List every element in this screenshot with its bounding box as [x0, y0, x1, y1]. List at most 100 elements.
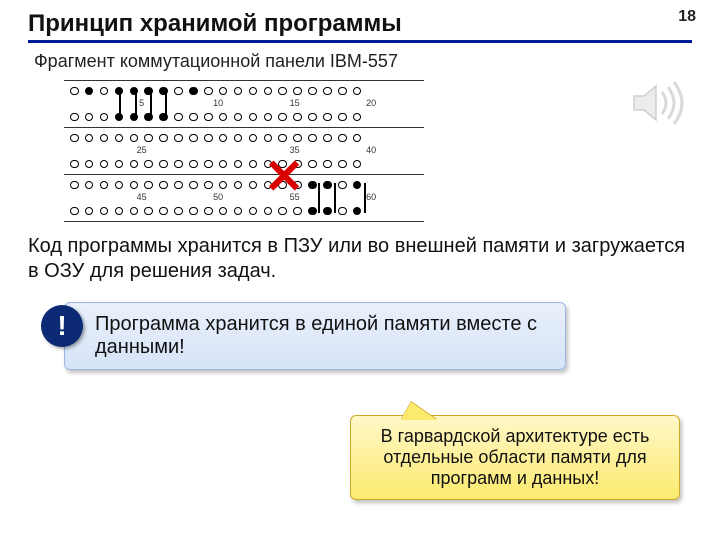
panel-hole — [293, 134, 302, 143]
labels-row: 253540 — [70, 145, 418, 157]
panel-hole — [264, 134, 273, 143]
panel-hole — [115, 134, 124, 143]
panel-hole — [338, 134, 347, 143]
panel-hole — [323, 207, 332, 216]
panel-hole — [204, 160, 213, 169]
panel-hole — [308, 134, 317, 143]
panel-hole — [308, 181, 317, 190]
exclamation-badge: ! — [41, 305, 83, 347]
panel-hole — [70, 207, 79, 216]
panel-hole — [174, 87, 183, 96]
panel-hole — [130, 207, 139, 216]
panel-hole — [204, 181, 213, 190]
panel-hole — [323, 87, 332, 96]
panel-hole — [189, 207, 198, 216]
panel-col-label: 60 — [366, 192, 376, 202]
panel-hole — [234, 113, 243, 122]
patch-wire — [318, 183, 320, 213]
panel-hole — [249, 181, 258, 190]
panel-hole — [308, 160, 317, 169]
panel-hole — [159, 160, 168, 169]
panel-hole — [234, 134, 243, 143]
panel-hole — [219, 113, 228, 122]
panel-hole — [144, 181, 153, 190]
panel-hole — [100, 87, 109, 96]
panel-hole — [353, 207, 362, 216]
title-underline — [28, 40, 692, 43]
panel-hole — [70, 134, 79, 143]
panel-hole — [264, 87, 273, 96]
hole-row — [70, 84, 418, 98]
panel-hole — [278, 87, 287, 96]
panel-hole — [100, 207, 109, 216]
panel-hole — [278, 207, 287, 216]
panel-hole — [70, 87, 79, 96]
panel-hole — [219, 87, 228, 96]
panel-hole — [159, 134, 168, 143]
panel-hole — [353, 87, 362, 96]
callout-yellow-tail — [401, 402, 437, 420]
panel-hole — [100, 113, 109, 122]
speaker-icon — [630, 78, 686, 133]
patch-wire — [150, 89, 152, 119]
patch-panel: 5 10 15 20 253540 45505560✕ — [64, 80, 424, 222]
panel-hole — [249, 160, 258, 169]
panel-hole — [70, 160, 79, 169]
panel-hole — [249, 87, 258, 96]
callout-yellow-text: В гарвардской архитектуре есть отдельные… — [381, 426, 650, 488]
panel-hole — [130, 181, 139, 190]
panel-col-label: 20 — [366, 98, 376, 108]
panel-hole — [219, 181, 228, 190]
panel-hole — [308, 113, 317, 122]
panel-hole — [234, 207, 243, 216]
panel-hole — [293, 207, 302, 216]
panel-hole — [159, 207, 168, 216]
panel-hole — [85, 207, 94, 216]
panel-hole — [85, 181, 94, 190]
panel-hole — [204, 87, 213, 96]
hole-row — [70, 110, 418, 124]
panel-hole — [338, 113, 347, 122]
panel-col-label: 50 — [213, 192, 223, 202]
panel-hole — [278, 134, 287, 143]
panel-row-group: 5 10 15 20 — [64, 80, 424, 128]
panel-hole — [338, 87, 347, 96]
panel-col-label: 15 — [290, 98, 300, 108]
panel-hole — [323, 181, 332, 190]
panel-hole — [70, 113, 79, 122]
panel-hole — [249, 134, 258, 143]
callout-blue: ! Программа хранится в единой памяти вме… — [64, 302, 566, 370]
panel-hole — [234, 181, 243, 190]
panel-hole — [130, 160, 139, 169]
panel-hole — [189, 160, 198, 169]
panel-col-label: 5 — [139, 98, 144, 108]
panel-hole — [189, 87, 198, 96]
panel-hole — [219, 134, 228, 143]
panel-hole — [293, 113, 302, 122]
panel-hole — [115, 207, 124, 216]
panel-hole — [174, 181, 183, 190]
panel-hole — [293, 87, 302, 96]
panel-col-label: 10 — [213, 98, 223, 108]
panel-hole — [353, 113, 362, 122]
body-paragraph: Код программы хранится в ПЗУ или во внеш… — [28, 234, 692, 284]
panel-col-label: 40 — [366, 145, 376, 155]
panel-hole — [85, 87, 94, 96]
red-cross-icon: ✕ — [264, 154, 304, 202]
panel-hole — [189, 134, 198, 143]
panel-hole — [353, 134, 362, 143]
panel-hole — [174, 160, 183, 169]
panel-hole — [100, 160, 109, 169]
panel-hole — [338, 181, 347, 190]
panel-hole — [323, 113, 332, 122]
panel-row-group: 45505560 — [64, 175, 424, 222]
panel-hole — [189, 113, 198, 122]
panel-hole — [219, 160, 228, 169]
page-title: Принцип хранимой программы — [28, 10, 692, 38]
panel-hole — [115, 160, 124, 169]
page-number: 18 — [678, 8, 696, 26]
hole-row — [70, 157, 418, 171]
panel-hole — [174, 113, 183, 122]
panel-hole — [323, 160, 332, 169]
panel-hole — [100, 134, 109, 143]
